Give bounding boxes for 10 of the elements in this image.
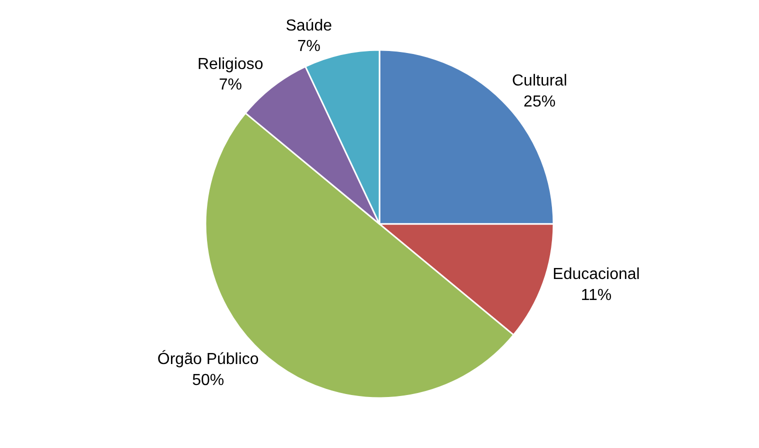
slice-label: Religioso xyxy=(197,56,264,73)
slice-label: Cultural xyxy=(512,72,568,90)
data-label: 7% xyxy=(218,76,242,94)
slice-label: Saúde xyxy=(286,17,332,34)
slice-label: Órgão Público xyxy=(157,350,259,368)
data-label: 50% xyxy=(192,372,224,389)
data-label: 25% xyxy=(524,93,556,110)
data-label: 7% xyxy=(297,38,320,56)
data-label: 11% xyxy=(580,287,612,304)
slice-label: Educacional xyxy=(552,266,640,284)
